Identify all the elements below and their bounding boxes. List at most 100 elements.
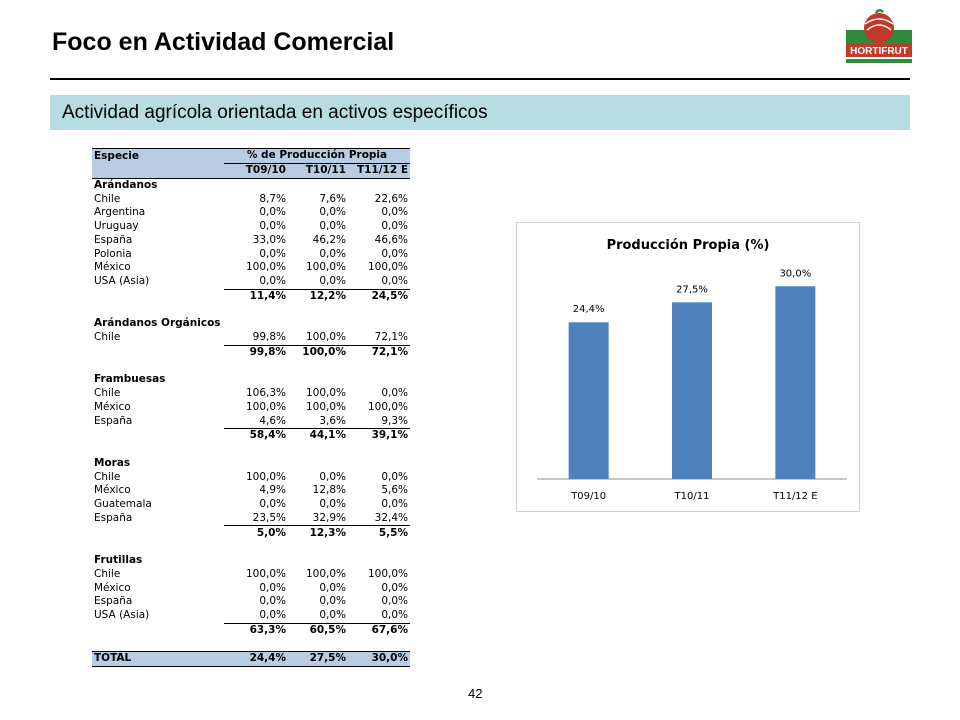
spacer-cell <box>92 443 224 457</box>
spacer-row <box>92 540 410 554</box>
page-title: Foco en Actividad Comercial <box>52 28 395 56</box>
row-label: México <box>94 581 131 594</box>
row-value: 0,0% <box>381 581 408 594</box>
row-value: 0,0% <box>319 609 346 622</box>
period-spacer <box>92 163 224 179</box>
x-tick-label: T11/12 E <box>772 491 817 502</box>
row-value: 46,6% <box>374 233 408 246</box>
row-value: 100,0% <box>245 261 286 274</box>
row-value: 0,0% <box>319 498 346 511</box>
row-value: 99,8% <box>252 331 286 344</box>
subtotal-value: 63,3% <box>224 622 288 638</box>
row-value: 0,0% <box>381 498 408 511</box>
row-value: 0,0% <box>381 595 408 608</box>
row-label: Chile <box>94 567 121 580</box>
spacer-cell <box>92 303 224 317</box>
table-row: Argentina 0,0% 0,0% 0,0% <box>92 206 410 220</box>
table-row: Chile 100,0% 0,0% 0,0% <box>92 470 410 484</box>
chart-bar <box>568 322 609 479</box>
period-header: T09/10 <box>224 163 288 179</box>
subtotal-value: 58,4% <box>224 427 288 443</box>
row-value: 100,0% <box>305 400 346 413</box>
row-value: 0,0% <box>381 247 408 260</box>
row-value: 32,9% <box>312 511 346 524</box>
section-subtitle: Actividad agrícola orientada en activos … <box>62 102 488 123</box>
category-row: Arándanos Orgánicos <box>92 317 410 331</box>
row-label: Uruguay <box>94 220 139 233</box>
row-label: España <box>94 512 133 525</box>
row-label: Chile <box>94 192 121 205</box>
row-value: 0,0% <box>319 595 346 608</box>
logo-wordmark: HORTIFRUT <box>850 46 908 57</box>
row-value: 0,0% <box>319 206 346 219</box>
row-value: 22,6% <box>374 192 408 205</box>
category-label: Arándanos Orgánicos <box>94 317 221 330</box>
subtotal-spacer <box>92 289 224 303</box>
table-row: México 100,0% 100,0% 100,0% <box>92 401 410 415</box>
subtotal-spacer <box>92 345 224 359</box>
row-label: México <box>94 484 131 497</box>
row-label: USA (Asia) <box>94 275 150 288</box>
spacer-cell <box>288 443 348 457</box>
table-row: Chile 8,7% 7,6% 22,6% <box>92 192 410 206</box>
subtotal-row: 11,4% 12,2% 24,5% <box>92 288 410 304</box>
row-value: 0,0% <box>259 220 286 233</box>
subtotal-value: 72,1% <box>348 344 410 360</box>
spacer-cell <box>288 540 348 554</box>
chart-bar <box>672 302 712 479</box>
chart-title: Producción Propia (%) <box>607 238 770 253</box>
row-label: México <box>94 400 131 413</box>
category-row: Moras <box>92 457 410 471</box>
spacer-cell <box>288 303 348 317</box>
row-value: 106,3% <box>245 387 286 400</box>
row-value: 100,0% <box>367 400 408 413</box>
data-label: 24,4% <box>573 304 605 315</box>
total-value: 30,0% <box>348 651 410 667</box>
row-label: Chile <box>94 470 121 483</box>
table-row: Guatemala 0,0% 0,0% 0,0% <box>92 498 410 512</box>
row-value: 0,0% <box>259 609 286 622</box>
subtotal-value: 60,5% <box>288 622 348 638</box>
spacer-cell <box>224 443 288 457</box>
row-value: 100,0% <box>367 261 408 274</box>
row-value: 0,0% <box>319 220 346 233</box>
table-row: USA (Asia) 0,0% 0,0% 0,0% <box>92 609 410 623</box>
row-label: Guatemala <box>94 498 152 511</box>
spacer-row <box>92 359 410 373</box>
subtotal-value: 39,1% <box>348 427 410 443</box>
spacer-row <box>92 637 410 651</box>
total-value: 27,5% <box>288 651 348 667</box>
spacer-cell <box>348 637 410 651</box>
row-label: Argentina <box>94 206 146 219</box>
category-label: Frutillas <box>94 554 143 567</box>
row-value: 0,0% <box>319 275 346 288</box>
subtotal-row: 58,4% 44,1% 39,1% <box>92 427 410 443</box>
row-value: 0,0% <box>381 609 408 622</box>
row-value: 46,2% <box>312 233 346 246</box>
row-value: 8,7% <box>259 192 286 205</box>
chart-svg: Producción Propia (%) 24,4% T09/10 27,5% T1… <box>537 238 847 502</box>
subtotal-value: 24,5% <box>348 288 410 304</box>
row-label: España <box>94 233 133 246</box>
spacer-cell <box>224 637 288 651</box>
row-value: 0,0% <box>259 275 286 288</box>
total-label: TOTAL <box>92 651 224 667</box>
hortifrut-logo: HORTIFRUT <box>843 6 915 72</box>
subtotal-row: 63,3% 60,5% 67,6% <box>92 622 410 638</box>
spacer-row <box>92 303 410 317</box>
period-header: T10/11 <box>288 163 348 179</box>
row-value: 100,0% <box>305 387 346 400</box>
spacer-cell <box>348 303 410 317</box>
spacer-cell <box>92 540 224 554</box>
row-label: Chile <box>94 387 121 400</box>
row-value: 23,5% <box>252 511 286 524</box>
spacer-cell <box>288 637 348 651</box>
table-row: Polonia 0,0% 0,0% 0,0% <box>92 247 410 261</box>
category-row: Frutillas <box>92 554 410 568</box>
data-label: 30,0% <box>779 268 811 279</box>
total-row: TOTAL 24,4% 27,5% 30,0% <box>92 651 410 667</box>
row-value: 7,6% <box>319 192 346 205</box>
table-row: España 0,0% 0,0% 0,0% <box>92 595 410 609</box>
row-label: USA (Asia) <box>94 609 150 622</box>
row-value: 5,6% <box>381 484 408 497</box>
